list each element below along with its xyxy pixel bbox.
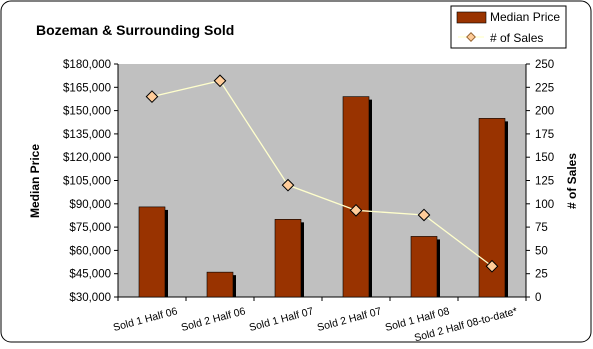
sales-marker — [145, 90, 159, 103]
sales-marker — [417, 208, 431, 222]
chart-title: Bozeman & Surrounding Sold — [36, 22, 234, 38]
y2-tick-label: 225 — [535, 82, 554, 94]
y2-tick-label: 150 — [535, 152, 554, 164]
sales-line — [151, 80, 493, 267]
y2-tick-label: 250 — [535, 59, 554, 71]
y-tick-label: $75,000 — [69, 222, 111, 234]
y-tick-label: $30,000 — [69, 292, 111, 304]
y-axis-label: Median Price — [28, 144, 42, 218]
y2-tick-label: 100 — [535, 199, 554, 211]
sales-marker — [485, 259, 499, 273]
y2-tick-label: 75 — [535, 222, 548, 234]
bar — [206, 271, 234, 298]
y-tick-label: $120,000 — [63, 152, 111, 164]
sales-marker — [349, 203, 363, 217]
y2-tick-label: 175 — [535, 129, 554, 141]
y2-tick-label: 200 — [535, 106, 554, 118]
y2-tick-label: 125 — [535, 176, 554, 188]
y2-tick-label: 50 — [535, 245, 548, 257]
y2-axis-label: # of Sales — [565, 153, 579, 209]
y2-tick-label: 25 — [535, 269, 548, 281]
legend: Median Price # of Sales — [450, 5, 567, 49]
plot-area — [118, 64, 526, 297]
y-tick-label: $135,000 — [63, 129, 111, 141]
legend-marker-sales — [466, 32, 476, 42]
bar — [138, 206, 166, 298]
sales-marker — [213, 74, 227, 88]
sales-marker — [281, 178, 295, 192]
y-tick-label: $150,000 — [63, 106, 111, 118]
y-tick-label: $90,000 — [69, 199, 111, 211]
bar — [342, 96, 370, 298]
bar — [274, 219, 302, 298]
legend-swatch-median-price — [456, 11, 487, 24]
y2-tick-label: 0 — [535, 292, 541, 304]
legend-label-sales: # of Sales — [490, 31, 543, 45]
y-tick-label: $60,000 — [69, 245, 111, 257]
y-tick-label: $180,000 — [63, 59, 111, 71]
bar — [410, 236, 438, 298]
y-tick-label: $165,000 — [63, 82, 111, 94]
y-tick-label: $45,000 — [69, 269, 111, 281]
legend-label-median-price: Median Price — [490, 10, 560, 24]
y-tick-label: $105,000 — [63, 176, 111, 188]
